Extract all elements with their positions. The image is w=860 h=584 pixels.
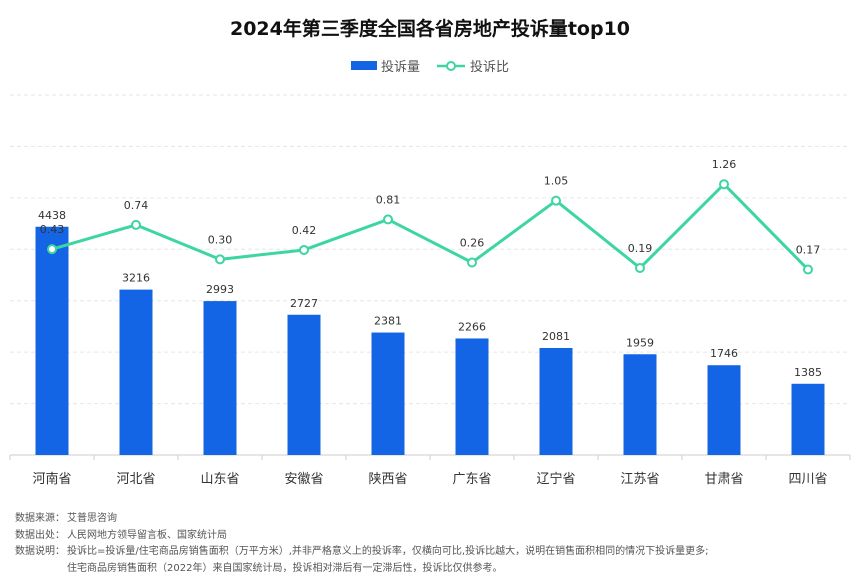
category-tick-label: 河南省 [32, 471, 71, 487]
line-point [215, 254, 225, 265]
category-tick-label: 安徽省 [284, 472, 323, 487]
legend-line-label: 投诉比 [470, 60, 510, 75]
line-value-label: 0.30 [208, 233, 233, 246]
note-source: 数据来源： 艾普思咨询 [15, 513, 117, 524]
line-value-label: 0.74 [124, 199, 149, 212]
legend-bar-swatch [350, 61, 377, 70]
category-tick-label: 陕西省 [368, 472, 407, 487]
legend-item-line[interactable]: 投诉比 [436, 56, 509, 75]
bar-value-label: 2381 [374, 315, 402, 328]
bar-value-label: 1746 [710, 347, 738, 360]
line-value-label: 0.81 [376, 193, 401, 206]
line-value-label: 0.19 [628, 242, 653, 255]
bar [35, 226, 69, 455]
bar-value-label: 1959 [626, 336, 654, 349]
line-series [51, 182, 810, 271]
legend-line-swatch [437, 60, 465, 71]
bar-value-label: 2727 [290, 297, 318, 310]
line-value-label: 1.05 [544, 175, 569, 188]
bar [287, 314, 321, 455]
line-point [719, 179, 729, 190]
chart-legend: 投诉量 投诉比 [0, 56, 860, 75]
chart-notes: 数据来源： 艾普思咨询 数据出处： 人民网地方领导留言板、国家统计局 数据说明：… [15, 511, 708, 577]
line-value-label: 0.17 [796, 244, 821, 257]
category-tick-label: 四川省 [788, 472, 827, 487]
note-explanation-continued: 住宅商品房销售面积（2022年）来自国家统计局，投诉相对滞后有一定滞后性，投诉比… [67, 562, 503, 574]
bar [203, 301, 237, 455]
line-point [467, 257, 477, 268]
bar [371, 332, 405, 455]
chart-title: 2024年第三季度全国各省房地产投诉量top10 [229, 18, 631, 40]
bar-value-label: 2266 [458, 320, 486, 333]
bar [791, 383, 825, 455]
bar [623, 354, 657, 455]
line-point [635, 262, 645, 273]
category-tick-label: 甘肃省 [704, 472, 743, 487]
bar [119, 289, 153, 455]
bar [455, 338, 489, 455]
bar-value-label: 2081 [542, 330, 570, 343]
line-point [383, 214, 393, 225]
line-value-label: 0.43 [40, 223, 65, 236]
category-tick-label: 河北省 [116, 472, 155, 487]
line-point [299, 244, 309, 255]
category-tick-label: 山东省 [200, 472, 239, 487]
legend-item-bar[interactable]: 投诉量 [350, 56, 420, 75]
legend-bar-label: 投诉量 [380, 60, 420, 75]
bar-value-label: 1385 [794, 366, 822, 379]
category-tick-label: 江苏省 [620, 471, 659, 487]
category-tick-label: 广东省 [452, 472, 491, 487]
line-point [131, 219, 141, 230]
line-point [803, 264, 813, 275]
line-value-label: 1.26 [712, 158, 737, 171]
bar-value-label: 2993 [206, 283, 234, 296]
category-tick-label: 辽宁省 [536, 471, 575, 487]
line-point [551, 195, 561, 206]
combo-chart: 4438 河南省 3216 河北省 2993 山东省 2727 安徽省 2381 陕西省 2266 广… [9, 94, 851, 487]
bar [539, 347, 573, 455]
note-explanation: 数据说明： 投诉比=投诉量/住宅商品房销售面积（万平方米）,并非严格意义上的投诉… [15, 546, 709, 557]
bar-value-label: 4438 [38, 209, 66, 222]
bar-value-label: 3216 [122, 272, 150, 285]
line-value-label: 0.26 [460, 236, 485, 249]
bar [707, 365, 741, 455]
line-point [47, 244, 57, 255]
note-origin: 数据出处： 人民网地方领导留言板、国家统计局 [15, 529, 227, 541]
line-value-label: 0.42 [292, 224, 317, 237]
